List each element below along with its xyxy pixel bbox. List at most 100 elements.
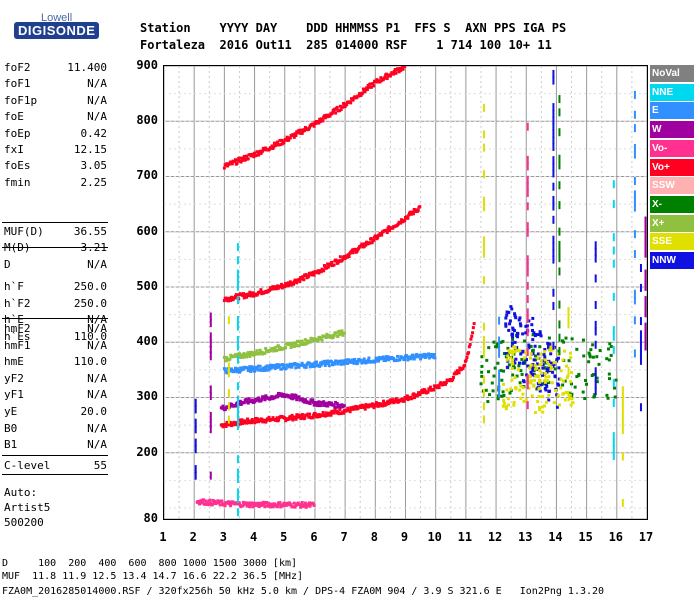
echo-point-x-	[609, 353, 613, 357]
param-value: N/A	[87, 338, 107, 352]
footer-muf: MUF 11.8 11.9 12.5 13.4 14.7 16.6 22.2 3…	[2, 571, 304, 582]
echo-point-e	[304, 365, 308, 369]
echo-point-vo-	[225, 297, 229, 301]
echo-point-vo-	[416, 393, 420, 397]
noise-streak	[526, 374, 529, 383]
echo-point-vo-	[365, 86, 369, 90]
echo-point-vo-	[252, 501, 256, 505]
echo-point-e	[261, 368, 265, 372]
echo-point-sse	[516, 368, 520, 372]
noise-streak	[558, 201, 561, 210]
echo-point-e	[428, 352, 432, 356]
noise-streak	[552, 136, 555, 145]
echo-point-e	[265, 364, 269, 368]
echo-point-sse	[514, 387, 518, 391]
noise-streak	[558, 247, 561, 256]
noise-streak	[612, 379, 615, 388]
echo-point-vo-	[299, 277, 303, 281]
noise-streak	[236, 315, 239, 324]
echo-point-vo-	[242, 296, 246, 300]
echo-point-vo-	[244, 157, 248, 161]
echo-point-w	[276, 395, 280, 399]
echo-point-x-	[255, 349, 259, 353]
echo-point-vo-	[298, 503, 302, 507]
echo-point-vo-	[395, 398, 399, 402]
param-key: h`F	[4, 280, 24, 293]
echo-point-x-	[547, 336, 551, 340]
echo-point-w	[245, 398, 249, 402]
echo-point-e	[373, 359, 377, 363]
param-value: 2.25	[80, 175, 108, 189]
param-row-hme: hmE 110.0	[4, 355, 107, 369]
echo-point-vo-	[317, 271, 321, 275]
echo-point-x-	[487, 346, 491, 350]
echo-point-vo-	[248, 505, 252, 509]
echo-point-vo-	[223, 504, 227, 508]
echo-point-nnw	[513, 340, 517, 344]
echo-point-sse	[524, 398, 528, 402]
echo-point-w	[318, 404, 322, 408]
echo-point-e	[353, 357, 357, 361]
echo-point-vo-	[329, 413, 333, 417]
noise-streak	[227, 369, 230, 378]
separator-line	[2, 455, 108, 456]
echo-point-vo-	[295, 281, 299, 285]
x-tick-label: 14	[548, 530, 563, 544]
echo-point-vo-	[268, 502, 272, 506]
x-tick-label: 4	[249, 530, 258, 544]
echo-point-x-	[607, 372, 611, 376]
echo-point-sse	[512, 400, 516, 404]
noise-streak	[644, 309, 647, 318]
echo-point-vo-	[264, 500, 268, 504]
echo-point-x-	[553, 367, 557, 371]
echo-point-x-	[342, 331, 346, 335]
separator-line	[2, 247, 108, 248]
echo-point-w	[292, 395, 296, 399]
echo-point-vo-	[263, 148, 267, 152]
noise-streak	[621, 452, 624, 461]
echo-point-vo-	[280, 138, 284, 142]
echo-point-x-	[311, 337, 315, 341]
echo-point-x-	[480, 370, 484, 374]
noise-streak	[558, 227, 561, 236]
echo-point-nnw	[518, 322, 522, 326]
noise-streak	[639, 350, 642, 359]
echo-point-e	[384, 355, 388, 359]
noise-streak	[644, 322, 647, 331]
echo-point-x-	[508, 391, 512, 395]
echo-point-w	[336, 403, 340, 407]
echo-point-x-	[223, 355, 227, 359]
echo-point-x-	[289, 345, 293, 349]
echo-point-vo-	[250, 421, 254, 425]
echo-point-vo-	[260, 503, 264, 507]
echo-point-sse	[550, 348, 554, 352]
noise-streak	[194, 471, 197, 480]
echo-point-e	[229, 369, 233, 373]
noise-streak	[612, 345, 615, 354]
echo-point-e	[411, 353, 415, 357]
echo-point-sse	[537, 406, 541, 410]
echo-point-sse	[571, 401, 575, 405]
noise-streak	[567, 320, 570, 329]
echo-point-vo-	[291, 133, 295, 137]
echo-point-sse	[540, 371, 544, 375]
echo-point-nnw	[538, 389, 542, 393]
echo-point-sse	[538, 378, 542, 382]
echo-point-vo-	[428, 387, 432, 391]
noise-streak	[594, 327, 597, 336]
echo-point-e	[239, 366, 243, 370]
echo-point-nnw	[527, 319, 531, 323]
noise-streak	[558, 333, 561, 342]
param-row-muf-d-: MUF(D) 36.55	[4, 225, 107, 239]
noise-streak	[236, 342, 239, 351]
y-tick-label: 700	[136, 168, 158, 183]
echo-point-vo-	[284, 282, 288, 286]
echo-point-x-	[547, 381, 551, 385]
echo-point-vo-	[402, 399, 406, 403]
x-tick-label: 13	[518, 530, 533, 544]
echo-point-vo-	[290, 413, 294, 417]
echo-point-sse	[544, 375, 548, 379]
echo-point-x-	[493, 366, 497, 370]
noise-streak	[236, 415, 239, 424]
echo-point-vo-	[231, 500, 235, 504]
